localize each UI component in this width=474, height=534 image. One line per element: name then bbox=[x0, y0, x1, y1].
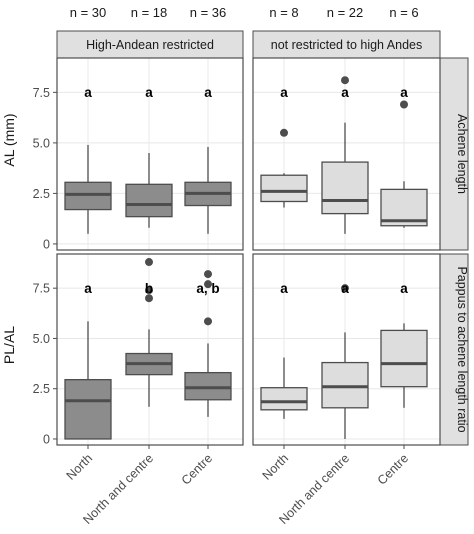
outlier-point bbox=[145, 258, 153, 267]
facet-strip-label: not restricted to high Andes bbox=[271, 38, 422, 52]
box-centre: a bbox=[184, 85, 232, 234]
sample-size-label: n = 18 bbox=[131, 5, 168, 20]
y-axis-label: PL/AL bbox=[1, 326, 17, 364]
significance-label: a bbox=[84, 85, 92, 100]
outlier-point bbox=[341, 284, 349, 293]
sample-size-label: n = 22 bbox=[327, 5, 364, 20]
panel-border bbox=[56, 253, 244, 446]
sample-size-label: n = 36 bbox=[190, 5, 227, 20]
box-north: a bbox=[260, 85, 308, 208]
significance-label: a bbox=[280, 85, 288, 100]
box-iqr bbox=[64, 379, 112, 440]
panel-border bbox=[252, 253, 441, 446]
y-tick-label: 2.5 bbox=[33, 187, 50, 201]
y-axis-label-row-2: PL/AL bbox=[1, 326, 17, 364]
outlier-point bbox=[204, 280, 212, 289]
box-centre: a bbox=[380, 85, 428, 228]
box-iqr bbox=[260, 174, 308, 203]
y-axis-label: AL (mm) bbox=[1, 113, 17, 166]
y-tick-label: 5.0 bbox=[33, 136, 50, 150]
y-tick-label: 5.0 bbox=[33, 332, 50, 346]
sample-size-label: n = 30 bbox=[70, 5, 107, 20]
panel-border bbox=[56, 57, 244, 251]
x-tick-label: North bbox=[64, 451, 96, 483]
x-tick-label: North bbox=[260, 451, 292, 483]
y-tick-label: 2.5 bbox=[33, 382, 50, 396]
significance-label: a bbox=[400, 85, 408, 100]
facet-strip-label: Pappus to achene length ratio bbox=[455, 266, 469, 432]
y-tick-label: 7.5 bbox=[33, 282, 50, 296]
significance-label: a bbox=[280, 281, 288, 296]
significance-label: b bbox=[145, 281, 153, 296]
significance-label: a bbox=[145, 85, 153, 100]
facet-strip-label: Achene length bbox=[455, 114, 469, 194]
y-tick-label: 0 bbox=[43, 432, 50, 446]
sample-size-label: n = 8 bbox=[269, 5, 298, 20]
box-iqr bbox=[184, 371, 232, 401]
significance-label: a bbox=[400, 281, 408, 296]
y-tick-label: 0 bbox=[43, 237, 50, 251]
box-iqr bbox=[321, 361, 369, 409]
outlier-point bbox=[204, 317, 212, 326]
box-iqr bbox=[260, 387, 308, 411]
box-north: a bbox=[260, 281, 308, 419]
outlier-point bbox=[204, 270, 212, 279]
box-north-and-centre: a bbox=[321, 76, 369, 234]
box-centre: a, b bbox=[184, 270, 232, 417]
x-tick-label: Centre bbox=[375, 451, 411, 487]
y-axis-label-row-1: AL (mm) bbox=[1, 113, 17, 166]
facet-panel: a b a, b bbox=[56, 253, 244, 446]
facet-strip-column bbox=[252, 30, 441, 59]
facet-strip-label: High-Andean restricted bbox=[86, 38, 214, 52]
outlier-point bbox=[145, 294, 153, 303]
facet-strip-row bbox=[439, 57, 469, 251]
box-north: a bbox=[64, 281, 112, 440]
outlier-point bbox=[400, 100, 408, 109]
box-iqr bbox=[125, 183, 173, 218]
box-north: a bbox=[64, 85, 112, 234]
box-north-and-centre: b bbox=[125, 258, 173, 407]
box-centre: a bbox=[380, 281, 428, 408]
outlier-point bbox=[145, 286, 153, 295]
plot-area: n = 30 n = 18 n = 36 n = 8 n = 22 n = 6 High-A… bbox=[33, 5, 469, 527]
facet-strip-column bbox=[56, 30, 244, 59]
box-north-and-centre: a bbox=[321, 281, 369, 439]
box-iqr bbox=[321, 161, 369, 215]
significance-label: a bbox=[84, 281, 92, 296]
box-north-and-centre: a bbox=[125, 85, 173, 228]
significance-label: a, b bbox=[196, 281, 219, 296]
y-tick-label: 7.5 bbox=[33, 86, 50, 100]
outlier-point bbox=[341, 76, 349, 85]
significance-label: a bbox=[341, 281, 349, 296]
significance-label: a bbox=[204, 85, 212, 100]
facet-strip-row bbox=[439, 253, 469, 446]
box-iqr bbox=[380, 329, 428, 388]
box-iqr bbox=[64, 181, 112, 211]
significance-label: a bbox=[341, 85, 349, 100]
x-tick-label: Centre bbox=[179, 451, 215, 487]
panel-border bbox=[252, 57, 441, 251]
outlier-point bbox=[280, 128, 288, 137]
sample-size-label: n = 6 bbox=[389, 5, 418, 20]
